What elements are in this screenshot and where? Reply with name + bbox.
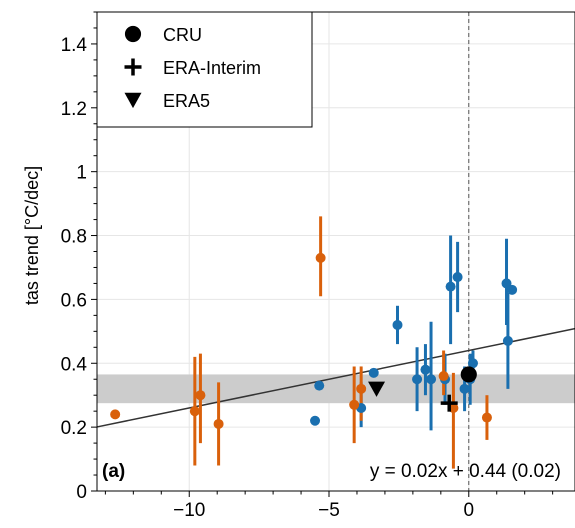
data-point-blue [314,380,325,391]
y-axis: 0 0.2 0.4 0.6 0.8 1 1.2 1.4 [61,11,97,503]
x-tick-label: −10 [173,500,205,521]
legend-marker-era5 [124,92,142,109]
data-point-blue [507,284,518,295]
data-point-blue [445,281,456,292]
legend: CRU ERA-Interim ERA5 [96,11,313,128]
x-tick-label: 0 [463,500,474,521]
reference-point-era5 [368,381,386,397]
y-tick-label: 0 [76,482,87,503]
data-point-orange [213,418,224,429]
data-point-orange [195,390,206,401]
reference-point-cru [460,366,477,383]
y-tick-label: 0.4 [61,354,88,375]
y-tick-label: 1 [76,163,87,184]
legend-marker-era-interim [124,58,142,76]
regression-line [96,327,575,428]
legend-label: CRU [163,25,202,45]
data-point-orange [315,252,326,263]
data-point-blue [467,358,478,369]
y-tick-label: 0.6 [61,290,87,311]
data-point-orange [349,399,360,410]
y-tick-label: 1.2 [61,99,87,120]
error-bars [193,216,510,469]
data-point-blue [310,415,321,426]
data-points [110,252,518,429]
panel-label: (a) [102,461,125,482]
x-tick-label: −5 [318,500,340,521]
data-point-blue [392,319,403,330]
legend-label: ERA-Interim [163,58,261,78]
data-point-orange [189,406,200,417]
reference-point-era-interim [440,394,458,412]
data-point-blue [459,383,470,394]
x-axis: −10 −5 0 [104,491,554,521]
y-tick-label: 0.2 [61,418,87,439]
y-tick-label: 0.8 [61,227,87,248]
reference-points [368,366,477,412]
data-point-blue [426,374,437,385]
y-tick-label: 1.4 [61,35,88,56]
data-point-blue [368,367,379,378]
legend-marker-cru [124,25,142,43]
data-point-blue [420,364,431,375]
regression-equation: y = 0.02x + 0.44 (0.02) [370,461,561,482]
data-point-orange [438,371,449,382]
data-point-orange [110,409,121,420]
observational-range-band [97,374,575,404]
y-axis-title: tas trend [°C/dec] [22,166,42,305]
data-point-blue [452,272,463,283]
legend-label: ERA5 [163,91,210,111]
data-point-blue [502,335,513,346]
data-point-orange [481,412,492,423]
data-point-orange [356,383,367,394]
data-point-blue [412,374,423,385]
